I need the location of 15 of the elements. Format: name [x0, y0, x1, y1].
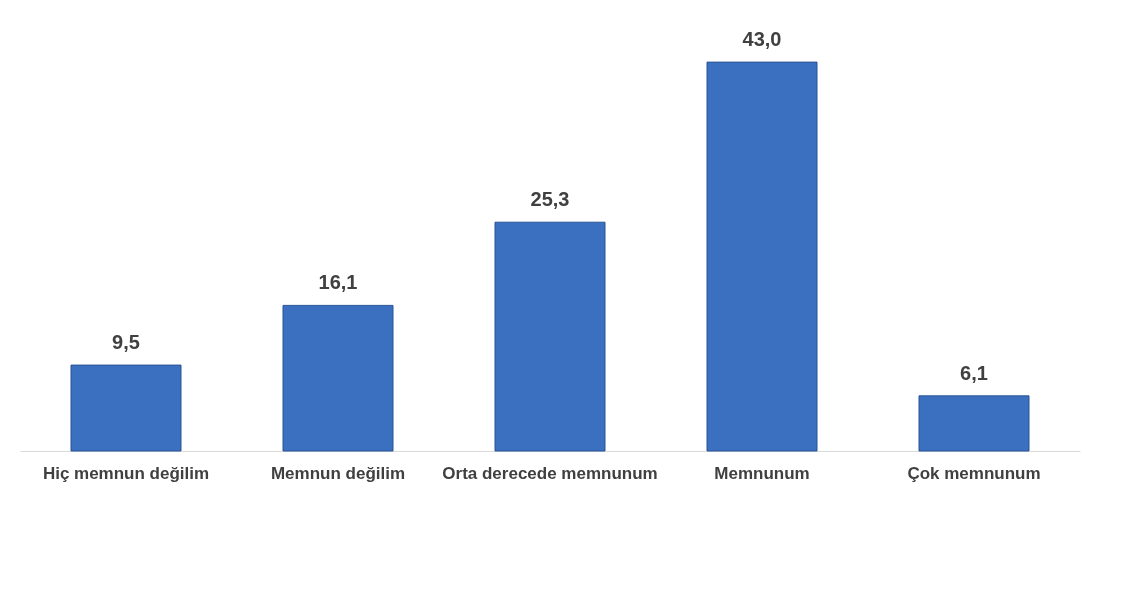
- x-tick-label: Memnunum: [714, 463, 810, 483]
- data-label: 6,1: [960, 361, 988, 384]
- bar: [70, 364, 182, 452]
- x-tick-label: Memnun değilim: [270, 463, 406, 483]
- bar: [494, 221, 606, 452]
- data-label: 25,3: [530, 188, 570, 211]
- data-label: 43,0: [742, 28, 782, 51]
- data-label: 9,5: [112, 331, 140, 354]
- x-tick-label: Hiç memnun değilim: [42, 463, 210, 483]
- bar: [918, 395, 1030, 452]
- bar: [282, 304, 394, 452]
- data-label: 16,1: [318, 271, 358, 294]
- x-tick-label: Orta derecede memnunum: [442, 463, 658, 483]
- bar: [706, 61, 818, 452]
- x-tick-label: Çok memnunum: [907, 463, 1041, 483]
